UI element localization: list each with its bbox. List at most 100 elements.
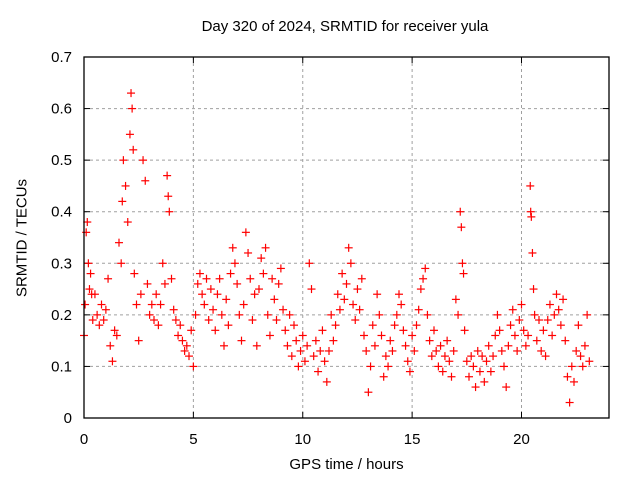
data-point — [545, 300, 554, 309]
data-point — [198, 290, 207, 299]
data-point — [325, 346, 333, 355]
data-point — [340, 295, 349, 304]
data-point — [329, 336, 338, 345]
y-tick-label: 0.3 — [51, 255, 72, 272]
y-tick-label: 0 — [64, 410, 72, 427]
data-point — [169, 305, 178, 314]
data-point — [460, 326, 469, 335]
data-point — [355, 305, 364, 314]
y-tick-label: 0.7 — [51, 49, 72, 66]
data-point — [158, 259, 167, 268]
data-point — [395, 290, 403, 299]
data-point — [257, 254, 266, 263]
data-point — [366, 362, 375, 371]
tick-labels: 0 0.1 0.2 0.3 0.4 0.5 0.6 0.7 0 5 10 15 20 — [51, 49, 530, 448]
data-point — [360, 331, 368, 340]
data-point — [128, 104, 137, 113]
data-point — [215, 274, 224, 283]
data-point — [535, 316, 543, 325]
data-point — [93, 310, 102, 319]
data-point — [85, 285, 94, 294]
data-point — [187, 326, 196, 335]
data-point — [104, 274, 113, 283]
data-point — [119, 156, 128, 165]
data-point — [244, 248, 253, 257]
data-point — [228, 243, 237, 252]
data-point — [521, 341, 530, 350]
data-point — [526, 207, 535, 216]
data-point — [351, 316, 360, 325]
data-point — [552, 290, 561, 299]
data-point — [578, 362, 587, 371]
data-point — [90, 290, 99, 299]
data-point — [465, 372, 473, 381]
data-point — [263, 310, 272, 319]
data-point — [478, 352, 487, 361]
data-point — [305, 259, 314, 268]
data-point — [338, 269, 347, 278]
data-point — [530, 310, 539, 319]
data-point — [342, 279, 351, 288]
data-point — [268, 274, 277, 283]
data-point — [563, 372, 572, 381]
data-point — [283, 341, 292, 350]
data-point — [550, 310, 559, 319]
data-point — [298, 331, 307, 340]
data-point — [154, 321, 163, 330]
data-point — [570, 377, 578, 386]
data-point — [381, 352, 390, 361]
data-point — [167, 274, 176, 283]
data-point — [296, 346, 305, 355]
plot-frame — [83, 56, 610, 419]
data-point — [206, 285, 215, 294]
data-point — [165, 207, 174, 216]
data-point — [88, 316, 97, 325]
data-point — [357, 274, 366, 283]
data-point — [265, 331, 274, 340]
data-point — [261, 243, 270, 252]
data-point — [480, 377, 489, 386]
data-point — [224, 321, 233, 330]
data-point — [311, 336, 320, 345]
data-point — [335, 305, 344, 314]
data-point — [471, 383, 480, 392]
data-point — [270, 295, 279, 304]
data-point — [217, 310, 226, 319]
data-point — [171, 316, 180, 325]
data-point — [163, 171, 172, 180]
data-point — [513, 346, 522, 355]
data-point — [134, 336, 143, 345]
data-point — [384, 362, 393, 371]
data-point — [180, 346, 189, 355]
data-point — [527, 212, 536, 221]
data-point — [99, 316, 108, 325]
data-point — [274, 279, 283, 288]
data-point — [189, 362, 198, 371]
data-point — [515, 316, 524, 325]
x-tick-label: 5 — [189, 431, 197, 448]
data-point — [502, 383, 511, 392]
data-point — [292, 336, 301, 345]
data-point — [178, 336, 187, 345]
data-point — [467, 352, 476, 361]
data-point — [220, 341, 228, 350]
data-point — [585, 357, 594, 366]
data-point — [156, 300, 165, 309]
data-point — [434, 362, 443, 371]
data-point — [388, 346, 397, 355]
data-point — [307, 285, 316, 294]
data-point — [185, 352, 193, 361]
data-point — [368, 321, 377, 330]
data-point — [561, 336, 570, 345]
data-point — [139, 156, 148, 165]
data-point — [200, 300, 209, 309]
data-point — [123, 218, 132, 227]
data-point — [108, 357, 117, 366]
data-point — [320, 357, 329, 366]
data-point — [246, 274, 255, 283]
data-point — [392, 310, 401, 319]
data-point — [548, 331, 557, 340]
data-point — [504, 341, 513, 350]
data-point — [112, 331, 121, 340]
